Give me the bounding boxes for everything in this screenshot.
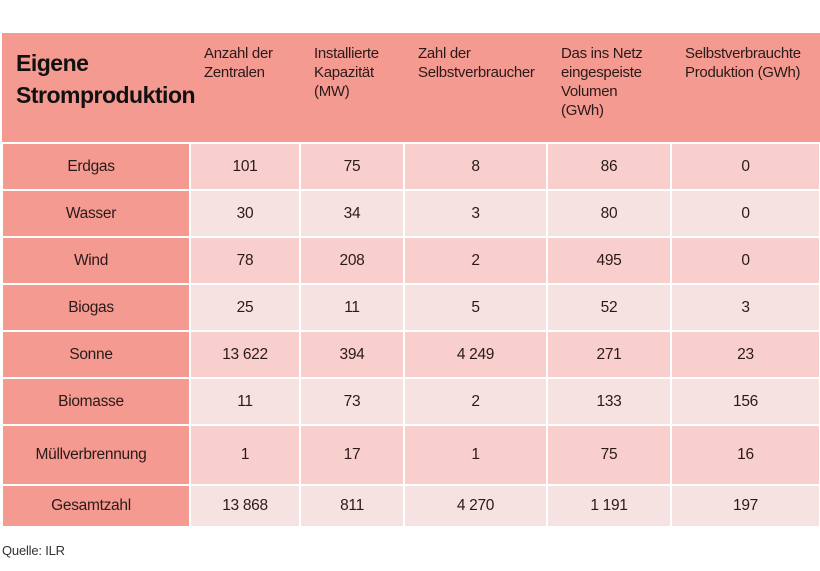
row-label: Biogas xyxy=(1,283,191,332)
table-row-gesamtzahl: Gesamtzahl 13 868 811 4 270 1 191 197 xyxy=(1,484,820,528)
source-note: Quelle: ILR xyxy=(2,543,65,558)
cell-capacity: 73 xyxy=(299,377,405,426)
cell-grid-volume: 86 xyxy=(546,142,672,191)
table-row-sonne: Sonne 13 622 394 4 249 271 23 xyxy=(1,330,820,379)
column-header-self-consumed: Selbstverbrauchte Produktion (GWh) xyxy=(671,33,820,143)
table-row-erdgas: Erdgas 101 75 8 86 0 xyxy=(1,142,820,191)
cell-count: 11 xyxy=(189,377,301,426)
cell-count: 78 xyxy=(189,236,301,285)
cell-self-consumers: 4 270 xyxy=(403,484,548,528)
cell-self-consumers: 8 xyxy=(403,142,548,191)
table-row-muellverbrennung: Müllverbrennung 1 17 1 75 16 xyxy=(1,424,820,486)
cell-capacity: 34 xyxy=(299,189,405,238)
cell-self-consumed: 197 xyxy=(670,484,820,528)
table-row-biogas: Biogas 25 11 5 52 3 xyxy=(1,283,820,332)
cell-self-consumers: 3 xyxy=(403,189,548,238)
column-header-self-consumers: Zahl der Selbstverbraucher xyxy=(404,33,547,143)
table-row-wind: Wind 78 208 2 495 0 xyxy=(1,236,820,285)
table-row-wasser: Wasser 30 34 3 80 0 xyxy=(1,189,820,238)
cell-count: 101 xyxy=(189,142,301,191)
cell-count: 25 xyxy=(189,283,301,332)
cell-self-consumers: 1 xyxy=(403,424,548,486)
row-label: Wasser xyxy=(1,189,191,238)
cell-count: 13 622 xyxy=(189,330,301,379)
cell-capacity: 75 xyxy=(299,142,405,191)
energy-production-table: Eigene Stromproduktion Anzahl der Zentra… xyxy=(1,33,820,528)
cell-capacity: 811 xyxy=(299,484,405,528)
cell-self-consumers: 2 xyxy=(403,236,548,285)
row-label: Sonne xyxy=(1,330,191,379)
row-label: Erdgas xyxy=(1,142,191,191)
cell-grid-volume: 133 xyxy=(546,377,672,426)
cell-self-consumed: 3 xyxy=(670,283,820,332)
cell-self-consumed: 23 xyxy=(670,330,820,379)
cell-self-consumed: 0 xyxy=(670,189,820,238)
column-header-count: Anzahl der Zentralen xyxy=(190,33,300,143)
cell-self-consumed: 0 xyxy=(670,142,820,191)
energy-production-table-container: Eigene Stromproduktion Anzahl der Zentra… xyxy=(1,33,820,528)
cell-grid-volume: 495 xyxy=(546,236,672,285)
cell-grid-volume: 52 xyxy=(546,283,672,332)
cell-grid-volume: 75 xyxy=(546,424,672,486)
column-header-grid-volume: Das ins Netz eingespeiste Volumen (GWh) xyxy=(547,33,671,143)
row-label: Wind xyxy=(1,236,191,285)
cell-grid-volume: 80 xyxy=(546,189,672,238)
cell-capacity: 11 xyxy=(299,283,405,332)
cell-capacity: 208 xyxy=(299,236,405,285)
table-title: Eigene Stromproduktion xyxy=(2,33,196,143)
cell-self-consumers: 5 xyxy=(403,283,548,332)
cell-self-consumed: 16 xyxy=(670,424,820,486)
cell-capacity: 394 xyxy=(299,330,405,379)
table-row-biomasse: Biomasse 11 73 2 133 156 xyxy=(1,377,820,426)
cell-self-consumed: 0 xyxy=(670,236,820,285)
cell-self-consumed: 156 xyxy=(670,377,820,426)
cell-capacity: 17 xyxy=(299,424,405,486)
cell-grid-volume: 1 191 xyxy=(546,484,672,528)
cell-count: 13 868 xyxy=(189,484,301,528)
row-label: Müllverbrennung xyxy=(1,424,191,486)
cell-self-consumers: 2 xyxy=(403,377,548,426)
row-label: Gesamtzahl xyxy=(1,484,191,528)
cell-grid-volume: 271 xyxy=(546,330,672,379)
cell-self-consumers: 4 249 xyxy=(403,330,548,379)
column-header-capacity: Installierte Kapazität (MW) xyxy=(300,33,404,143)
table-header-row: Eigene Stromproduktion Anzahl der Zentra… xyxy=(2,33,820,143)
row-label: Biomasse xyxy=(1,377,191,426)
cell-count: 30 xyxy=(189,189,301,238)
cell-count: 1 xyxy=(189,424,301,486)
